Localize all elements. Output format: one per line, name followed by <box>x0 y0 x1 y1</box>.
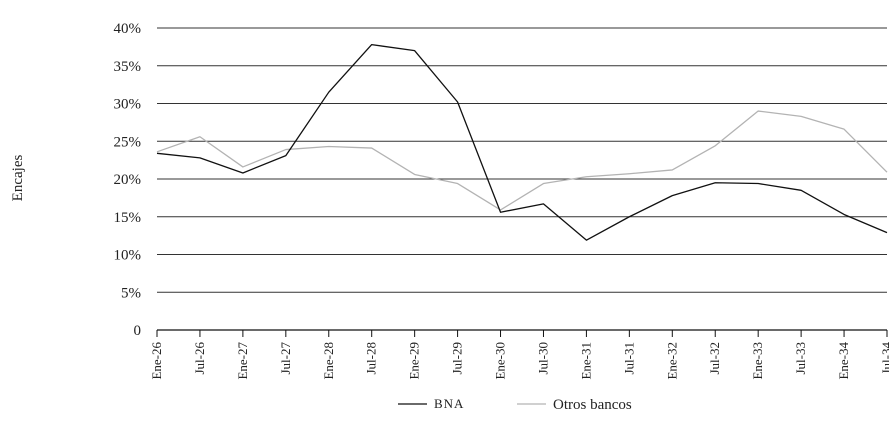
x-tick-label: Ene-30 <box>493 342 508 380</box>
y-tick-label: 10% <box>114 248 142 264</box>
y-tick-label: 30% <box>114 97 142 113</box>
x-tick-label: Ene-29 <box>407 342 422 380</box>
x-tick-label: Ene-28 <box>321 342 336 380</box>
x-tick-label: Ene-27 <box>235 342 250 380</box>
series-line-otros-bancos <box>156 110 888 211</box>
y-tick-label: 0 <box>134 323 142 339</box>
series-line-bna <box>156 43 888 241</box>
x-tick-label: Ene-33 <box>750 342 765 380</box>
y-tick-label: 15% <box>114 210 142 226</box>
x-tick-label: Jul-33 <box>793 342 808 375</box>
y-axis-label: Encajes <box>10 155 26 202</box>
x-axis: Ene-26 Jul-26 Ene-27 Jul-27 Ene-28 Jul-28 Ene-… <box>149 329 889 380</box>
x-tick-label: Jul-26 <box>192 342 207 375</box>
x-tick-label: Jul-31 <box>621 342 636 375</box>
legend-label-otros-bancos: Otros bancos <box>553 397 632 413</box>
x-tick-label: Jul-27 <box>278 342 293 375</box>
x-tick-label: Jul-30 <box>535 342 550 375</box>
y-tick-label: 5% <box>121 285 141 301</box>
legend: BNA Otros bancos <box>398 396 632 413</box>
y-tick-label: 20% <box>114 172 142 188</box>
y-axis: 0 5% 10% 15% 20% 25% 30% 35% 40% <box>114 21 142 339</box>
x-tick-label: Ene-26 <box>149 342 164 380</box>
x-tick-label: Jul-29 <box>450 342 465 375</box>
series-lines <box>156 43 888 241</box>
legend-label-bna: BNA <box>434 396 464 411</box>
x-tick-label: Ene-32 <box>664 342 679 380</box>
x-tick-label: Jul-34 <box>879 342 889 375</box>
x-tick-label: Ene-34 <box>836 342 851 380</box>
grid-lines <box>157 27 887 293</box>
y-tick-label: 40% <box>114 21 142 37</box>
y-tick-label: 25% <box>114 134 142 150</box>
y-tick-label: 35% <box>114 59 142 75</box>
x-tick-label: Jul-28 <box>364 342 379 375</box>
x-tick-label: Jul-32 <box>707 342 722 375</box>
x-tick-label: Ene-31 <box>578 342 593 380</box>
